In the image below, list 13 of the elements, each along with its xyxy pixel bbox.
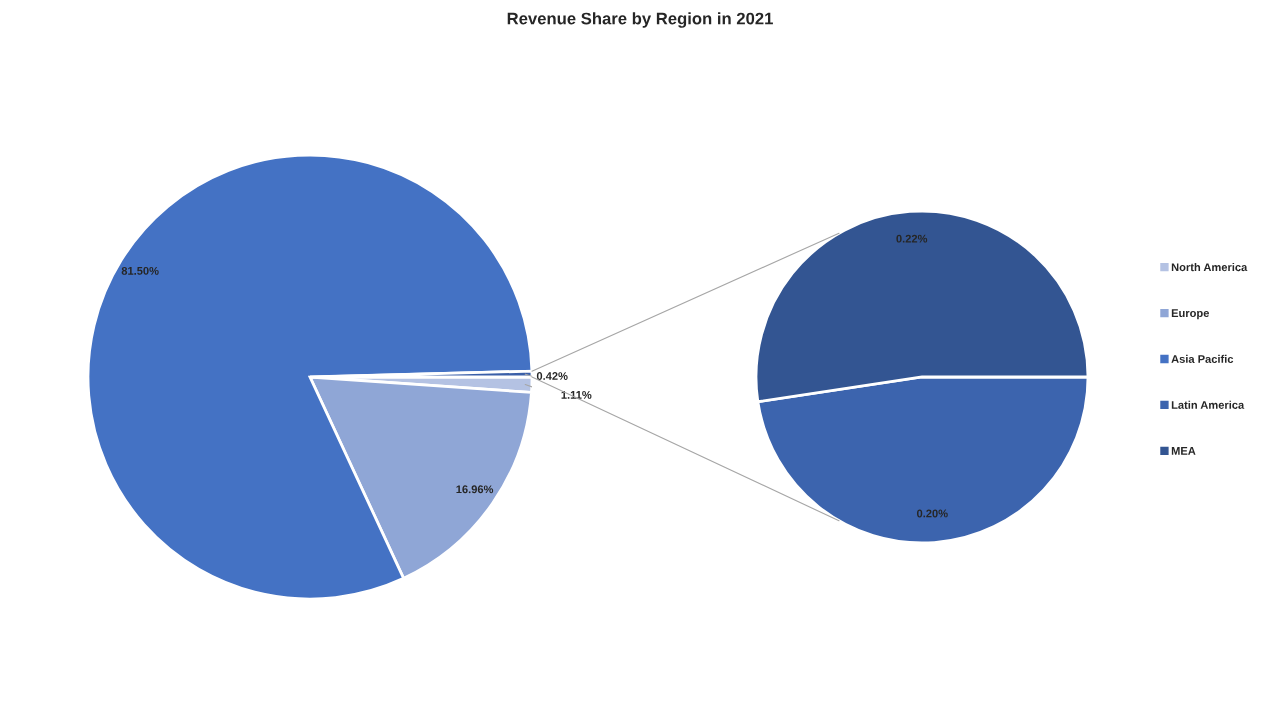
legend-label: MEA (1171, 447, 1196, 455)
legend-label: Asia Pacific (1171, 354, 1234, 363)
data-label: 16.96% (456, 485, 494, 494)
data-label: 1.11% (561, 391, 592, 399)
slice-label: Latin America (1171, 400, 1245, 409)
data-label: 0.22% (896, 234, 928, 243)
data-label: 0.20% (916, 509, 948, 518)
legend-label: North America (1171, 262, 1248, 272)
legend-label: Europe (1171, 309, 1210, 320)
pie-slice (86, 153, 534, 601)
data-label: 0.42% (536, 372, 568, 380)
chart-title: Revenue Share by Region in 2021 (507, 12, 773, 28)
data-label: 81.50% (121, 266, 159, 275)
